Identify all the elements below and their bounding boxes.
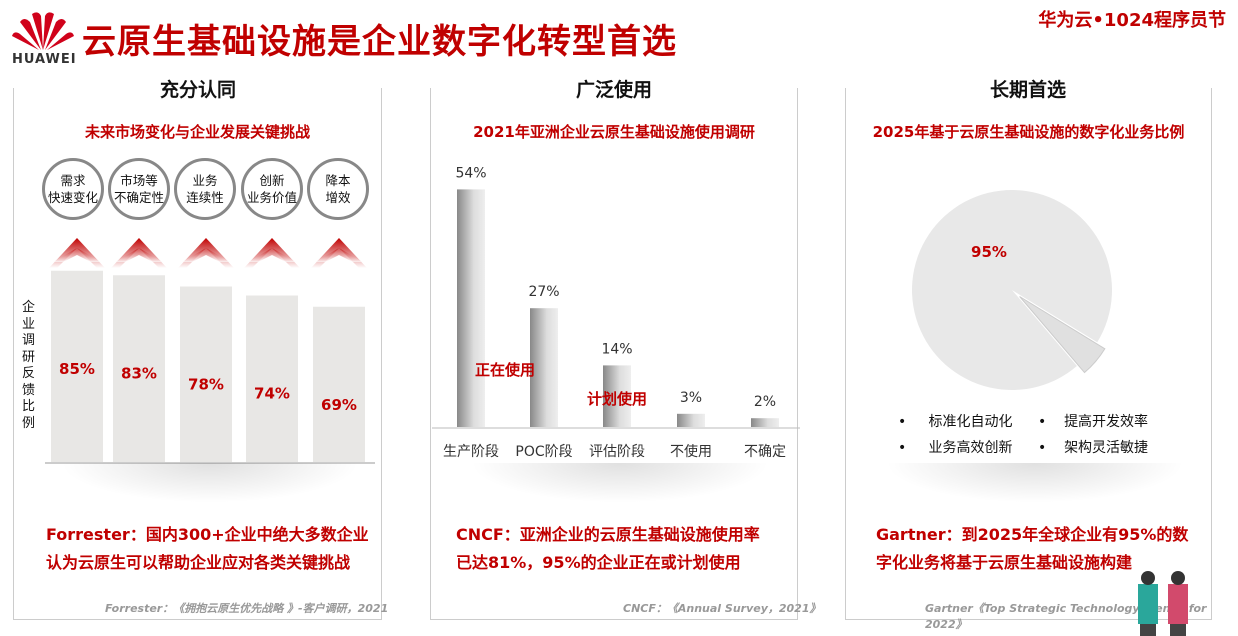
bar [530, 308, 558, 427]
chart-usage: 54% 生产阶段 27% POC阶段 14% 评估阶段 3% 不使用 2% 不确定 [432, 165, 800, 460]
pie-label: 95% [971, 243, 1007, 261]
panel-footer: Forrester：国内300+企业中绝大多数企业 认为云原生可以帮助企业应对各类… [46, 521, 369, 577]
huawei-logo [12, 12, 74, 50]
chart-pie: 95% [912, 189, 1113, 390]
source-note: CNCF：《Annual Survey，2021》 [623, 602, 821, 615]
bar-label: 2% [754, 394, 776, 410]
bullet-item: • 架构灵活敏捷 [1038, 440, 1149, 456]
panel-title: 长期首选 [948, 75, 1108, 102]
chevron-up-icon [182, 248, 230, 262]
x-tick-label: POC阶段 [515, 444, 572, 460]
logo-text: HUAWEI [12, 52, 77, 67]
x-tick-label: 生产阶段 [443, 444, 499, 460]
annotation-planned: 计划使用 [587, 390, 648, 408]
challenge-circle: 市场等 不确定性 [108, 158, 170, 220]
bullet-text: 提高开发效率 [1064, 414, 1149, 430]
annotation-in-use: 正在使用 [475, 361, 536, 379]
bar-label: 69% [321, 396, 357, 414]
x-tick-label: 不使用 [670, 443, 712, 460]
shadow [470, 463, 770, 503]
chevron-up-icon [115, 248, 163, 262]
bar [603, 365, 631, 427]
challenge-circle: 创新 业务价值 [241, 158, 303, 220]
panel-title: 广泛使用 [534, 75, 694, 102]
shadow [60, 463, 360, 503]
pie-slice [912, 189, 1113, 390]
bar-label: 14% [601, 341, 632, 357]
bar-label: 85% [59, 360, 95, 378]
bar [51, 270, 103, 462]
footer-line: 已达81%，95%的企业正在或计划使用 [456, 553, 741, 572]
footer-line: 字化业务将基于云原生基础设施构建 [876, 553, 1133, 572]
panel-recognition [13, 88, 382, 620]
source-note: Forrester：《拥抱云原生优先战略 》-客户调研，2021 [105, 602, 389, 615]
bar-label: 83% [121, 364, 157, 382]
footer-line: Gartner：到2025年全球企业有95%的数 [876, 525, 1189, 544]
brand-label: 华为云•1024程序员节 [1038, 10, 1226, 31]
bar-label: 27% [528, 284, 559, 300]
bar [457, 189, 485, 427]
source-note: Gartner《Top Strategic Technology Trends … [925, 602, 1207, 631]
panel-footer: CNCF：亚洲企业的云原生基础设施使用率 已达81%，95%的企业正在或计划使用 [456, 521, 760, 577]
bar [246, 295, 298, 462]
panel-subtitle: 2021年亚洲企业云原生基础设施使用调研 [473, 123, 755, 141]
panel-subtitle: 2025年基于云原生基础设施的数字化业务比例 [872, 123, 1185, 141]
shadow [885, 463, 1185, 503]
chevron-up-icon [53, 248, 101, 262]
bullet-item: • 提高开发效率 [1038, 414, 1149, 430]
bar [313, 306, 365, 462]
footer-line: Forrester：国内300+企业中绝大多数企业 [46, 525, 369, 544]
panel-footer: Gartner：到2025年全球企业有95%的数 字化业务将基于云原生基础设施构建 [876, 521, 1188, 577]
bar [677, 413, 705, 427]
challenge-circle: 业务 连续性 [174, 158, 236, 220]
bar-label: 74% [254, 385, 290, 403]
x-tick-label: 不确定 [744, 444, 786, 460]
chevron-up-icon [248, 248, 296, 262]
footer-line: CNCF：亚洲企业的云原生基础设施使用率 [456, 525, 760, 544]
bar [751, 418, 779, 427]
panel-subtitle: 未来市场变化与企业发展关键挑战 [84, 123, 310, 141]
challenge-circle: 需求 快速变化 [42, 158, 104, 220]
bar-label: 3% [680, 390, 702, 406]
panel-usage [430, 88, 798, 620]
y-axis-label: 企业调研反馈比例 [22, 300, 36, 431]
bullet-item: • 业务高效创新 [898, 440, 1013, 456]
panel-long-term [845, 88, 1212, 620]
challenge-circle: 降本 增效 [307, 158, 369, 220]
bar-label: 78% [188, 376, 224, 394]
mascot-figures [1138, 571, 1188, 636]
bar [113, 275, 165, 462]
page-title: 云原生基础设施是企业数字化转型首选 [82, 22, 677, 62]
x-tick-label: 评估阶段 [589, 444, 645, 460]
footer-line: 认为云原生可以帮助企业应对各类关键挑战 [46, 553, 351, 572]
chart-challenges: 85% 83% 78% 74% 69% [45, 238, 375, 464]
bar [180, 286, 232, 462]
chevron-up-icon [315, 248, 363, 262]
bullet-text: 架构灵活敏捷 [1064, 440, 1149, 456]
panel-title: 充分认同 [118, 75, 278, 102]
bar-label: 54% [455, 165, 486, 181]
pie-slice [1019, 296, 1106, 374]
bullet-text: 业务高效创新 [928, 440, 1013, 456]
bullet-text: 标准化自动化 [928, 414, 1013, 430]
bullet-item: • 标准化自动化 [898, 414, 1013, 430]
